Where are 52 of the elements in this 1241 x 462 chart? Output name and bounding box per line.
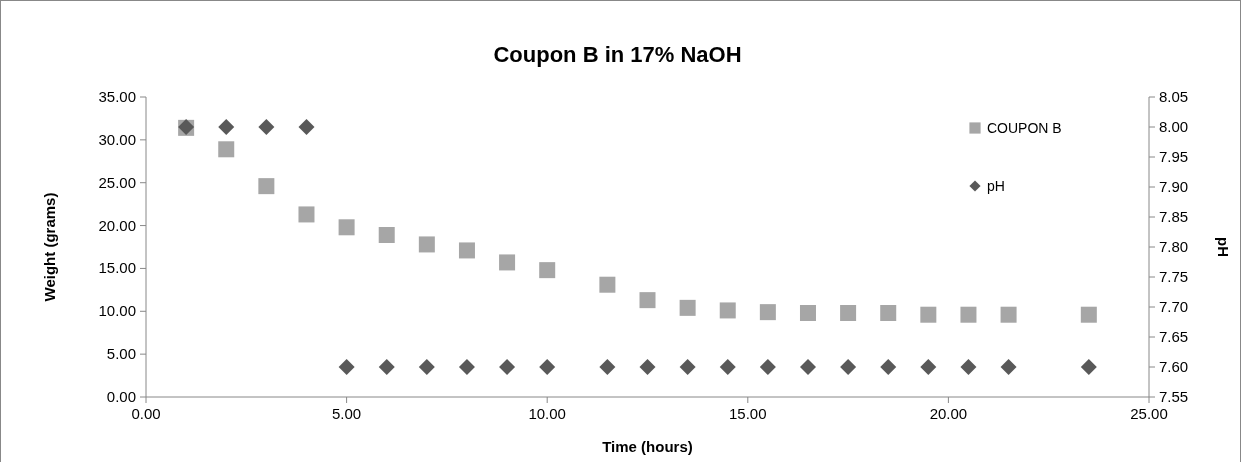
y2-tick-label: 8.05: [1159, 88, 1189, 105]
point: [799, 305, 816, 321]
x-axis-title: Time (hours): [602, 438, 693, 455]
point: [679, 299, 696, 316]
point: [719, 302, 736, 319]
x-tick-label: 5.00: [332, 405, 362, 422]
point: [960, 306, 977, 323]
x-tick-label: 20.00: [929, 405, 968, 422]
y2-tick-label: 7.75: [1159, 268, 1189, 285]
point: [298, 206, 315, 223]
y2-tick-label: 7.55: [1159, 388, 1189, 405]
y2-tick-label: 7.65: [1159, 328, 1189, 345]
y-tick-label: 5.00: [106, 345, 136, 363]
point: [920, 306, 937, 323]
point: [418, 236, 435, 253]
y2-tick-label: 8.00: [1159, 118, 1189, 135]
y2-tick-label: 7.70: [1159, 298, 1189, 315]
y-tick-label: 15.00: [98, 259, 136, 277]
point: [458, 242, 475, 259]
point: [840, 305, 857, 321]
point: [759, 304, 776, 321]
point: [338, 219, 355, 236]
y-tick-label: 0.00: [106, 388, 136, 405]
x-tick-label: 0.00: [131, 405, 161, 422]
point: [1000, 306, 1017, 323]
y-axis-title: Weight (grams): [41, 192, 58, 302]
x-tick-label: 15.00: [729, 405, 767, 422]
point: [639, 292, 656, 309]
point: [499, 254, 516, 271]
y2-tick-label: 7.60: [1159, 358, 1189, 375]
chart-title: Coupon B in 17% NaOH: [493, 42, 742, 67]
y-tick-label: 35.00: [98, 88, 136, 105]
legend-label: COUPON B: [987, 120, 1062, 136]
y2-tick-label: 7.90: [1159, 178, 1189, 195]
y-tick-label: 20.00: [98, 216, 136, 234]
y2-axis-title: pH: [1215, 237, 1232, 257]
point: [218, 141, 235, 158]
y-tick-label: 10.00: [98, 302, 136, 320]
y2-tick-label: 7.80: [1159, 238, 1189, 255]
legend-label: pH: [987, 178, 1005, 194]
point: [1080, 306, 1097, 323]
y2-tick-label: 7.85: [1159, 208, 1189, 225]
y-tick-label: 30.00: [98, 130, 136, 148]
point: [539, 262, 556, 279]
point: [378, 227, 395, 243]
point: [880, 305, 897, 321]
point: [258, 178, 275, 195]
x-tick-label: 10.00: [528, 405, 566, 422]
point: [599, 276, 616, 293]
y2-tick-label: 7.95: [1159, 148, 1189, 165]
y-tick-label: 25.00: [98, 173, 136, 191]
x-tick-label: 25.00: [1130, 405, 1168, 422]
